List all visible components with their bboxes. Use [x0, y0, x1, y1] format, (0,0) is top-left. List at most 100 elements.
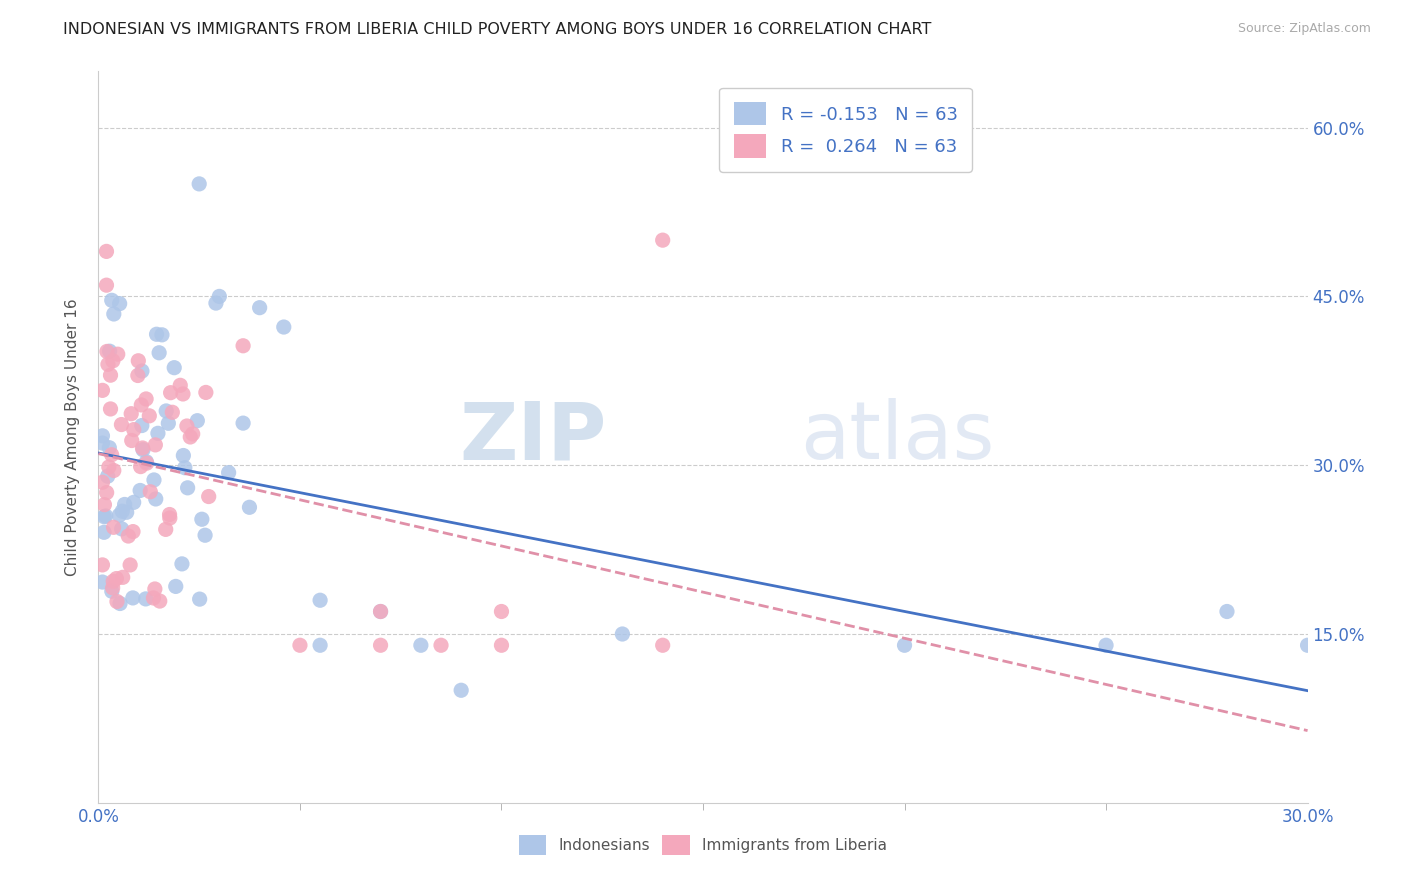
Point	[288, 638, 311, 652]
Point	[98, 344, 121, 359]
Point	[107, 347, 129, 361]
Point	[131, 441, 153, 455]
Text: Source: ZipAtlas.com: Source: ZipAtlas.com	[1237, 22, 1371, 36]
Point	[110, 417, 132, 432]
Point	[273, 320, 295, 334]
Point	[97, 460, 120, 475]
Point	[159, 511, 181, 525]
Point	[159, 508, 181, 522]
Point	[150, 327, 173, 342]
Point	[145, 327, 167, 342]
Point	[135, 392, 157, 406]
Text: INDONESIAN VS IMMIGRANTS FROM LIBERIA CHILD POVERTY AMONG BOYS UNDER 16 CORRELAT: INDONESIAN VS IMMIGRANTS FROM LIBERIA CH…	[63, 22, 932, 37]
Point	[96, 278, 118, 293]
Point	[232, 416, 254, 430]
Point	[135, 455, 157, 469]
Point	[146, 426, 169, 441]
Point	[96, 485, 118, 500]
Point	[127, 368, 149, 383]
Text: atlas: atlas	[800, 398, 994, 476]
Point	[135, 591, 157, 606]
Point	[651, 233, 673, 247]
Point	[129, 483, 152, 498]
Point	[893, 638, 915, 652]
Point	[173, 460, 195, 475]
Point	[101, 584, 124, 599]
Point	[169, 378, 191, 392]
Point	[155, 522, 177, 536]
Point	[197, 490, 219, 504]
Point	[93, 525, 115, 540]
Point	[93, 509, 115, 524]
Point	[370, 638, 392, 652]
Point	[179, 430, 201, 444]
Point	[159, 385, 181, 400]
Point	[100, 401, 122, 416]
Point	[157, 417, 180, 431]
Point	[409, 638, 432, 652]
Point	[105, 572, 128, 586]
Point	[101, 354, 124, 368]
Point	[131, 364, 153, 378]
Point	[135, 456, 157, 470]
Point	[121, 591, 143, 605]
Point	[163, 360, 186, 375]
Point	[91, 575, 114, 590]
Point	[162, 405, 184, 419]
Point	[132, 442, 155, 457]
Point	[114, 498, 136, 512]
Point	[117, 529, 139, 543]
Point	[170, 557, 193, 571]
Point	[94, 508, 117, 523]
Point	[145, 491, 167, 506]
Point	[172, 387, 194, 401]
Point	[103, 307, 125, 321]
Point	[188, 592, 211, 607]
Point	[100, 368, 122, 383]
Point	[186, 414, 208, 428]
Legend: Indonesians, Immigrants from Liberia: Indonesians, Immigrants from Liberia	[513, 830, 893, 861]
Point	[143, 438, 166, 452]
Point	[93, 498, 115, 512]
Point	[612, 627, 634, 641]
Point	[111, 504, 134, 518]
Point	[122, 423, 145, 437]
Point	[108, 597, 131, 611]
Point	[370, 605, 392, 619]
Point	[238, 500, 260, 515]
Point	[105, 594, 128, 608]
Point	[96, 344, 118, 359]
Text: ZIP: ZIP	[458, 398, 606, 476]
Point	[232, 339, 254, 353]
Point	[122, 524, 145, 539]
Point	[176, 481, 198, 495]
Point	[111, 522, 134, 536]
Point	[96, 244, 118, 259]
Point	[149, 594, 172, 608]
Point	[108, 508, 131, 523]
Point	[100, 293, 122, 308]
Point	[138, 409, 160, 423]
Point	[491, 605, 513, 619]
Point	[148, 345, 170, 359]
Point	[108, 296, 131, 310]
Point	[218, 466, 240, 480]
Point	[115, 505, 138, 519]
Point	[122, 495, 145, 509]
Point	[651, 638, 673, 652]
Point	[249, 301, 271, 315]
Point	[129, 459, 152, 474]
Point	[131, 398, 153, 412]
Point	[165, 579, 187, 593]
Point	[139, 484, 162, 499]
Point	[1216, 605, 1239, 619]
Point	[176, 419, 198, 434]
Point	[191, 512, 214, 526]
Point	[370, 605, 392, 619]
Point	[172, 449, 194, 463]
Point	[91, 436, 114, 450]
Point	[97, 469, 120, 483]
Y-axis label: Child Poverty Among Boys Under 16: Child Poverty Among Boys Under 16	[65, 298, 80, 576]
Point	[188, 177, 211, 191]
Point	[430, 638, 453, 652]
